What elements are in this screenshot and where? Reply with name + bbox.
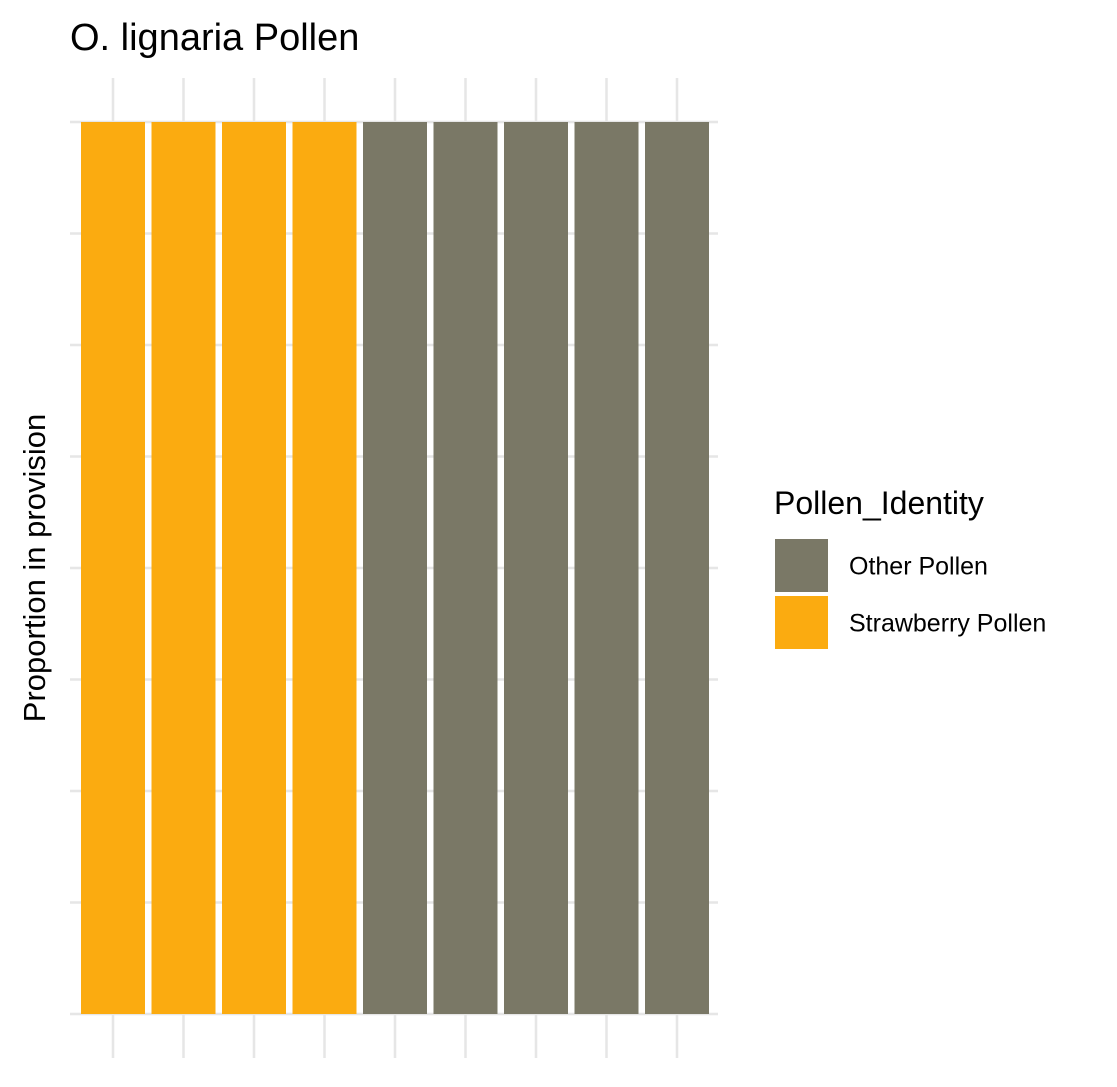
- bar-strawberry-pollen: [81, 122, 145, 1014]
- legend-title: Pollen_Identity: [774, 485, 984, 521]
- bar-other-pollen: [363, 122, 427, 1014]
- y-axis-label: Proportion in provision: [17, 414, 52, 722]
- bar-strawberry-pollen: [292, 122, 357, 1014]
- legend: Pollen_Identity Other Pollen Strawberry P…: [774, 485, 1046, 649]
- bar-strawberry-pollen: [151, 122, 216, 1014]
- chart-title: O. lignaria Pollen: [70, 17, 359, 59]
- legend-key: [775, 596, 828, 649]
- bars: [81, 122, 709, 1014]
- legend-key: [775, 539, 828, 592]
- bar-strawberry-pollen: [222, 122, 286, 1014]
- bar-other-pollen: [574, 122, 639, 1014]
- bar-other-pollen: [645, 122, 709, 1014]
- legend-label: Strawberry Pollen: [849, 610, 1046, 638]
- bar-other-pollen: [433, 122, 498, 1014]
- legend-label: Other Pollen: [849, 553, 988, 581]
- bar-other-pollen: [504, 122, 568, 1014]
